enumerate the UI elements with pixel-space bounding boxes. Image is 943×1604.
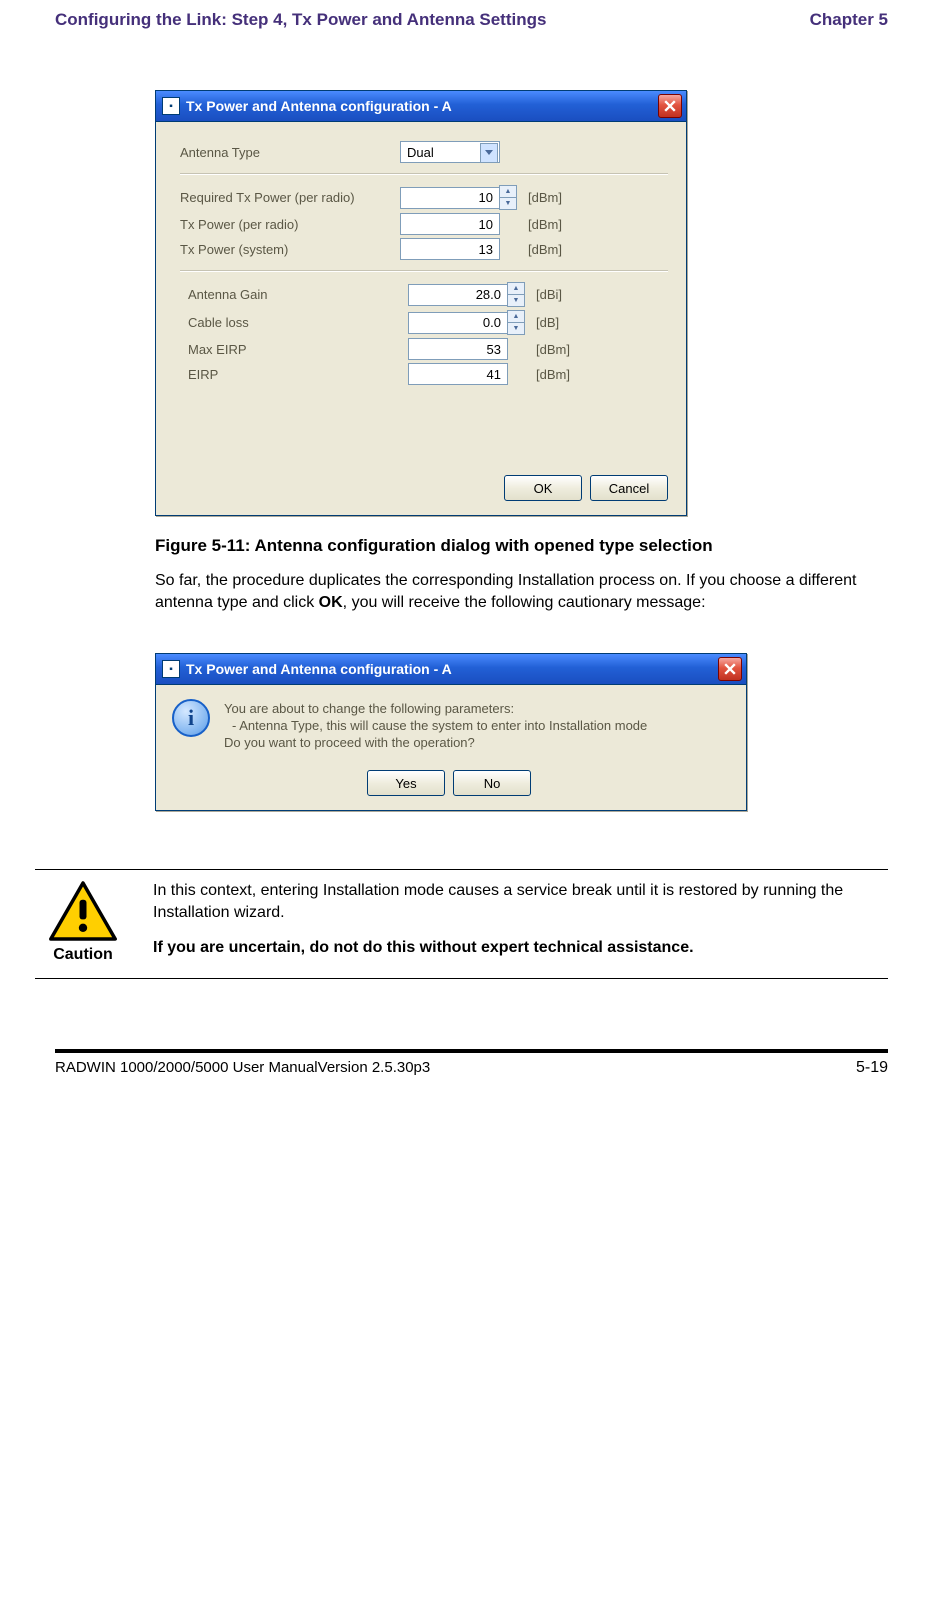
unit-label: [dBm] xyxy=(536,367,570,382)
antenna-type-label: Antenna Type xyxy=(180,145,400,160)
spinner-icon[interactable]: ▲▼ xyxy=(499,185,517,210)
cable-loss-input[interactable] xyxy=(408,312,508,334)
antenna-gain-label: Antenna Gain xyxy=(180,287,408,302)
dialog-body: Antenna Type Dual xyxy=(156,122,686,515)
dialog-titlebar[interactable]: ▪ Tx Power and Antenna configuration - A xyxy=(156,91,686,122)
unit-label: [dBm] xyxy=(528,242,562,257)
antenna-type-select[interactable]: Dual xyxy=(400,141,500,163)
tx-sys-label: Tx Power (system) xyxy=(180,242,400,257)
body-column: ▪ Tx Power and Antenna configuration - A… xyxy=(0,30,943,979)
caution-bold: If you are uncertain, do not do this wit… xyxy=(153,937,888,959)
spinner-icon[interactable]: ▲▼ xyxy=(507,282,525,307)
page-header: Configuring the Link: Step 4, Tx Power a… xyxy=(0,0,943,30)
body-paragraph: So far, the procedure duplicates the cor… xyxy=(155,570,888,613)
ok-button[interactable]: OK xyxy=(504,475,582,501)
footer-left: RADWIN 1000/2000/5000 User ManualVersion… xyxy=(55,1059,430,1077)
unit-label: [dBm] xyxy=(528,190,562,205)
max-eirp-label: Max EIRP xyxy=(180,342,408,357)
dialog-body: i You are about to change the following … xyxy=(156,685,746,810)
info-icon: i xyxy=(172,699,210,737)
header-left: Configuring the Link: Step 4, Tx Power a… xyxy=(55,10,546,30)
unit-label: [dBm] xyxy=(536,342,570,357)
confirm-line: Do you want to proceed with the operatio… xyxy=(224,735,647,750)
confirm-line: You are about to change the following pa… xyxy=(224,701,647,716)
divider xyxy=(180,270,668,272)
page: Configuring the Link: Step 4, Tx Power a… xyxy=(0,0,943,1097)
figure-caption: Figure 5-11: Antenna configuration dialo… xyxy=(155,536,888,556)
req-tx-input[interactable] xyxy=(400,187,500,209)
max-eirp-value: 53 xyxy=(408,338,508,360)
tx-radio-label: Tx Power (per radio) xyxy=(180,217,400,232)
page-footer: RADWIN 1000/2000/5000 User ManualVersion… xyxy=(0,1059,943,1097)
caution-line: In this context, entering Installation m… xyxy=(153,880,888,923)
cable-loss-label: Cable loss xyxy=(180,315,408,330)
tx-sys-value: 13 xyxy=(400,238,500,260)
caution-label: Caution xyxy=(53,946,113,964)
eirp-label: EIRP xyxy=(180,367,408,382)
close-icon[interactable] xyxy=(718,657,742,681)
tx-radio-value: 10 xyxy=(400,213,500,235)
para-bold: OK xyxy=(319,594,343,611)
dialog-title: Tx Power and Antenna configuration - A xyxy=(186,98,452,114)
req-tx-label: Required Tx Power (per radio) xyxy=(180,190,400,205)
eirp-value: 41 xyxy=(408,363,508,385)
footer-divider xyxy=(55,1049,888,1053)
confirm-line: - Antenna Type, this will cause the syst… xyxy=(232,718,647,733)
divider xyxy=(180,173,668,175)
window-sys-icon: ▪ xyxy=(162,97,180,115)
header-right: Chapter 5 xyxy=(810,10,888,30)
no-button[interactable]: No xyxy=(453,770,531,796)
dialog-title: Tx Power and Antenna configuration - A xyxy=(186,661,452,677)
window-sys-icon: ▪ xyxy=(162,660,180,678)
confirm-text: You are about to change the following pa… xyxy=(224,699,647,752)
figure-5-11: ▪ Tx Power and Antenna configuration - A… xyxy=(155,90,888,516)
caution-text: In this context, entering Installation m… xyxy=(153,880,888,964)
confirm-figure: ▪ Tx Power and Antenna configuration - A… xyxy=(155,653,888,811)
caution-triangle-icon xyxy=(48,880,118,942)
tx-power-dialog: ▪ Tx Power and Antenna configuration - A… xyxy=(155,90,687,516)
unit-label: [dB] xyxy=(536,315,559,330)
close-icon[interactable] xyxy=(658,94,682,118)
unit-label: [dBi] xyxy=(536,287,562,302)
antenna-gain-input[interactable] xyxy=(408,284,508,306)
yes-button[interactable]: Yes xyxy=(367,770,445,796)
para-text: , you will receive the following caution… xyxy=(343,594,706,611)
confirm-dialog: ▪ Tx Power and Antenna configuration - A… xyxy=(155,653,747,811)
dialog-titlebar[interactable]: ▪ Tx Power and Antenna configuration - A xyxy=(156,654,746,685)
caution-block: Caution In this context, entering Instal… xyxy=(35,869,888,979)
unit-label: [dBm] xyxy=(528,217,562,232)
cancel-button[interactable]: Cancel xyxy=(590,475,668,501)
spinner-icon[interactable]: ▲▼ xyxy=(507,310,525,335)
footer-right: 5-19 xyxy=(856,1059,888,1077)
